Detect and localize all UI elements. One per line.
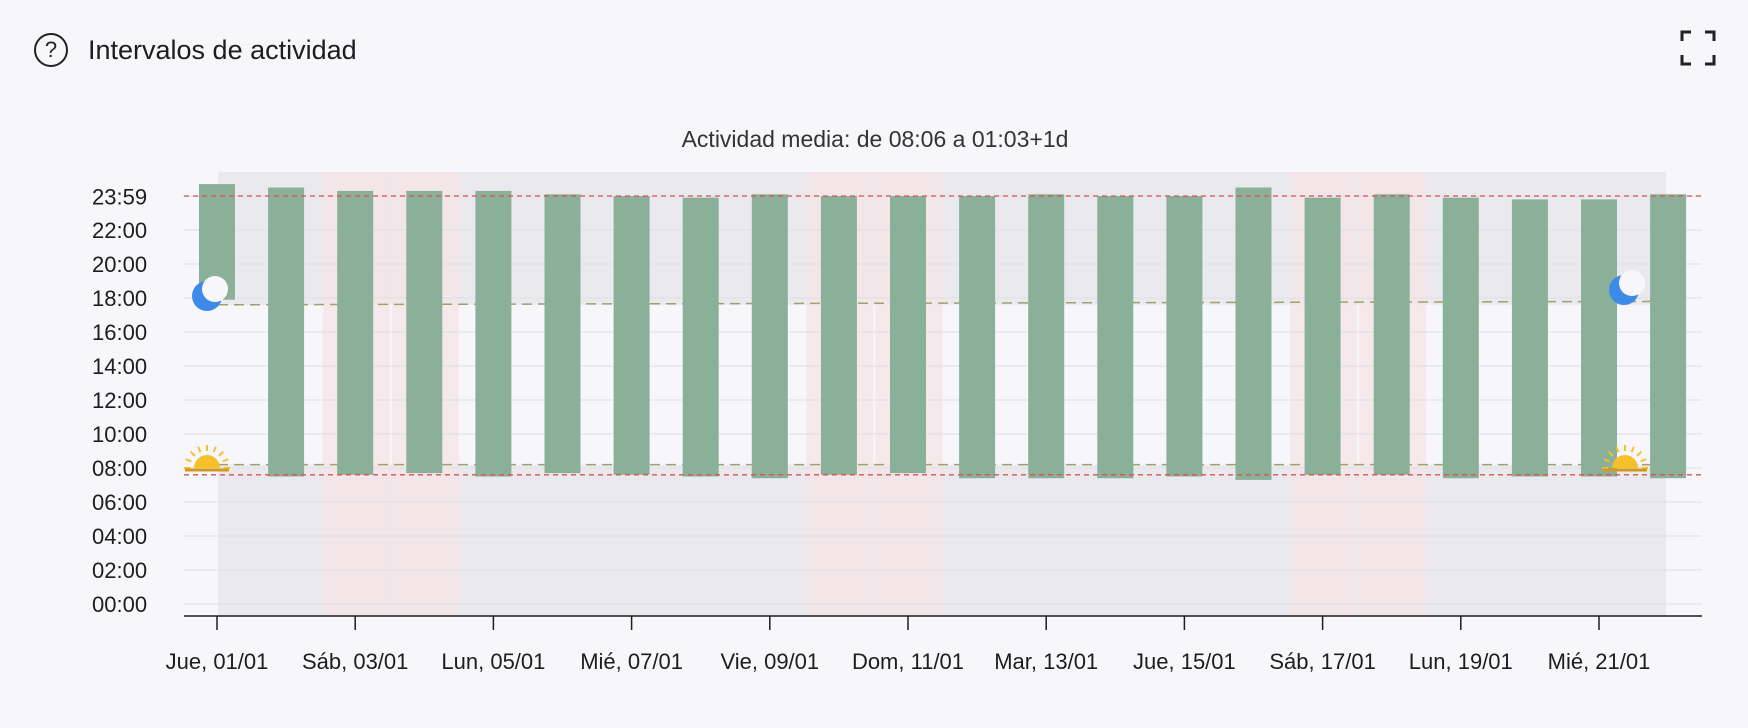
activity-bar [820, 196, 857, 475]
x-tick-label: Dom, 11/01 [852, 649, 964, 674]
expand-corners-icon[interactable] [1680, 30, 1716, 66]
y-tick-label: 23:59 [92, 184, 147, 209]
moon-cutout [202, 276, 228, 302]
sun-ray [197, 446, 202, 453]
y-tick-label: 00:00 [92, 592, 147, 617]
activity-bar [1650, 194, 1687, 479]
y-tick-label: 14:00 [92, 354, 147, 379]
x-tick-label: Jue, 15/01 [1133, 649, 1236, 674]
sun-ray [1640, 458, 1647, 463]
y-tick-label: 16:00 [92, 320, 147, 345]
activity-bar [406, 190, 443, 474]
activity-bar [751, 194, 788, 479]
activity-bar [1304, 197, 1341, 475]
y-tick-label: 18:00 [92, 286, 147, 311]
sun-ray [218, 451, 224, 457]
question-circle-icon[interactable]: ? [34, 33, 68, 67]
activity-bar [1097, 196, 1134, 479]
activity-bar [544, 194, 581, 474]
y-tick-label: 12:00 [92, 388, 147, 413]
x-tick-label: Sáb, 03/01 [302, 649, 408, 674]
sunset-line [217, 300, 1667, 306]
sun-ray [1615, 446, 1620, 453]
chart-title: Actividad media: de 08:06 a 01:03+1d [682, 126, 1069, 152]
activity-bar [1028, 194, 1065, 479]
moon-cutout [1619, 270, 1645, 296]
x-tick-label: Jue, 01/01 [166, 649, 269, 674]
sunrise-icon [184, 445, 230, 472]
sun-disc [1612, 455, 1638, 468]
activity-bar [682, 197, 719, 477]
sun-ray [222, 458, 229, 463]
x-tick-label: Lun, 19/01 [1409, 649, 1513, 674]
x-tick-label: Mié, 21/01 [1548, 649, 1651, 674]
moon-icon [1609, 270, 1645, 305]
activity-bar [1511, 199, 1548, 477]
activity-bar [268, 187, 305, 477]
activity-bar [1235, 187, 1272, 480]
sun-ray [1608, 451, 1614, 457]
y-tick-label: 20:00 [92, 252, 147, 277]
y-tick-label: 22:00 [92, 218, 147, 243]
y-tick-label: 10:00 [92, 422, 147, 447]
activity-bar [613, 196, 650, 475]
y-tick-label: 02:00 [92, 558, 147, 583]
activity-bar [475, 190, 512, 477]
sun-ray [190, 451, 196, 457]
sunrise-icon [1602, 445, 1648, 472]
activity-bar [1166, 196, 1203, 477]
card-title: Intervalos de actividad [88, 34, 357, 65]
x-tick-label: Vie, 09/01 [720, 649, 819, 674]
sun-ray [185, 458, 192, 463]
activity-bar [337, 190, 374, 475]
sun-ray [1603, 458, 1610, 463]
moon-icon [192, 276, 228, 311]
x-tick-label: Mié, 07/01 [580, 649, 683, 674]
y-tick-label: 04:00 [92, 524, 147, 549]
sun-ray [1630, 446, 1635, 453]
sun-ray [1636, 451, 1642, 457]
card-header: ? Intervalos de actividad [34, 30, 357, 70]
activity-bar [1581, 199, 1617, 477]
activity-bar [1373, 194, 1410, 475]
x-tick-label: Mar, 13/01 [994, 649, 1098, 674]
sun-disc [194, 455, 220, 468]
y-tick-label: 08:00 [92, 456, 147, 481]
activity-bar [959, 196, 996, 479]
activity-bar [890, 196, 926, 474]
x-tick-label: Lun, 05/01 [441, 649, 545, 674]
x-tick-label: Sáb, 17/01 [1269, 649, 1375, 674]
activity-bar [1442, 197, 1479, 479]
sun-ray [212, 446, 217, 453]
y-tick-label: 06:00 [92, 490, 147, 515]
